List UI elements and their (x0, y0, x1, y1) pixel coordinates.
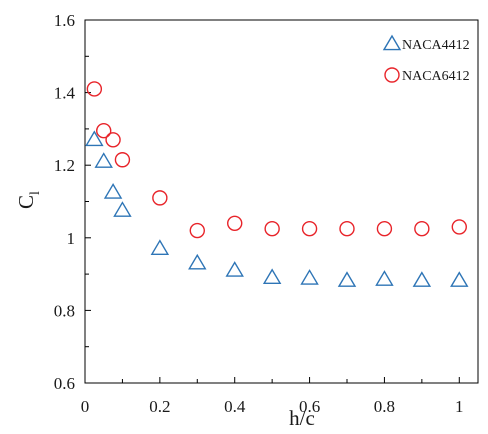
data-point (85, 130, 104, 147)
data-point (113, 201, 132, 217)
x-axis-title: h/c (289, 406, 315, 430)
data-point (86, 81, 103, 97)
data-point (114, 152, 131, 168)
data-point (227, 215, 243, 231)
data-point (414, 221, 430, 237)
data-point (264, 221, 280, 237)
data-point (189, 222, 205, 239)
series-naca4412 (85, 130, 469, 287)
axis-tick-labels: 0.6 0.8 1 1.2 1.4 1.6 0 0.2 0.4 0.6 0.8 1 (54, 11, 464, 416)
y-axis-title-main: C (14, 195, 38, 209)
data-point (152, 190, 168, 206)
data-point (337, 271, 357, 287)
data-point (96, 123, 112, 139)
x-tick-label: 1 (455, 397, 464, 416)
data-point (300, 269, 319, 285)
data-point (105, 132, 121, 148)
legend: NACA4412 NACA6412 (382, 34, 470, 84)
y-tick-label: 1.2 (54, 156, 75, 175)
x-tick-label: 0.6 (299, 397, 320, 416)
data-point (451, 219, 467, 235)
data-markers (85, 81, 469, 287)
legend-label: NACA6412 (402, 69, 470, 84)
x-tick-label: 0.8 (374, 397, 395, 416)
y-axis-title: Cl (14, 191, 43, 209)
x-tick-label: 0 (81, 397, 90, 416)
data-point (339, 221, 355, 237)
y-axis-title-subscript: l (28, 191, 43, 195)
legend-label: NACA4412 (402, 38, 470, 53)
data-point (301, 221, 318, 237)
data-point (188, 253, 207, 270)
data-point (150, 239, 170, 255)
y-tick-label: 1 (67, 229, 76, 248)
series-naca6412 (86, 81, 467, 239)
legend-marker (384, 67, 400, 83)
legend-marker (382, 34, 402, 51)
x-tick-label: 0.4 (224, 397, 246, 416)
axis-ticks (84, 19, 460, 384)
y-tick-label: 0.6 (54, 374, 75, 393)
y-tick-label: 1.6 (54, 11, 75, 30)
data-point (375, 270, 394, 286)
data-point (262, 268, 282, 285)
data-point (376, 221, 393, 237)
data-point (103, 183, 123, 199)
data-point (412, 271, 432, 287)
y-tick-label: 0.8 (54, 301, 75, 320)
data-point (225, 261, 244, 277)
y-tick-label: 1.4 (54, 84, 76, 103)
data-point (94, 152, 113, 168)
data-point (450, 271, 469, 287)
x-tick-label: 0.2 (149, 397, 170, 416)
